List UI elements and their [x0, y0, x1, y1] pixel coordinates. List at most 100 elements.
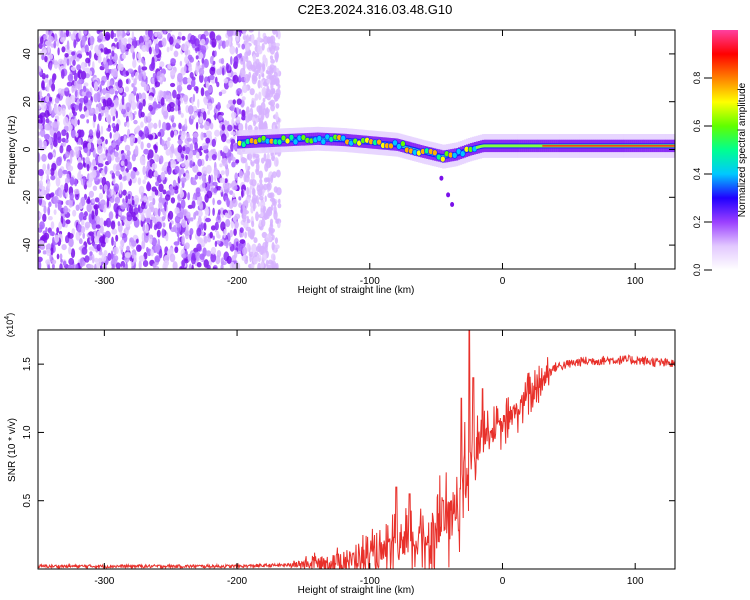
noise-point — [131, 153, 136, 162]
noise-point — [206, 95, 212, 100]
noise-point — [88, 50, 92, 60]
ridge-blob — [288, 134, 295, 141]
noise-point — [238, 53, 243, 58]
noise-point — [56, 253, 60, 260]
noise-point — [262, 183, 268, 191]
noise-point — [269, 45, 276, 55]
noise-point — [230, 131, 236, 136]
noise-point — [196, 243, 202, 252]
noise-point — [97, 163, 104, 168]
noise-point — [244, 174, 250, 183]
noise-point — [147, 195, 153, 201]
noise-point — [213, 187, 217, 194]
noise-point — [261, 157, 265, 164]
noise-point — [228, 241, 232, 247]
noise-point — [176, 93, 181, 100]
noise-point — [73, 118, 78, 127]
noise-point — [225, 40, 230, 47]
noise-point — [167, 137, 171, 142]
noise-point — [214, 240, 218, 247]
noise-point — [276, 169, 281, 178]
noise-point — [47, 163, 50, 171]
noise-point — [255, 211, 259, 222]
noise-point — [257, 39, 261, 49]
noise-point — [172, 179, 177, 187]
noise-point — [123, 135, 127, 143]
noise-point — [77, 162, 84, 170]
noise-point — [89, 251, 93, 256]
noise-point — [178, 122, 182, 130]
noise-point — [141, 202, 146, 210]
ridge-blob — [284, 137, 291, 145]
ridge-blob — [316, 135, 323, 142]
noise-point — [225, 219, 231, 228]
noise-point — [121, 95, 125, 106]
noise-point — [69, 192, 74, 201]
noise-point — [215, 255, 221, 265]
noise-point — [232, 99, 236, 105]
noise-point — [247, 152, 253, 161]
noise-point — [199, 73, 204, 83]
snr-series-line — [38, 330, 675, 569]
noise-point — [185, 146, 191, 155]
noise-point — [51, 259, 57, 265]
noise-point — [130, 113, 134, 121]
noise-point — [78, 238, 83, 245]
noise-point — [203, 58, 209, 68]
noise-point — [136, 244, 142, 252]
noise-point — [214, 129, 220, 137]
noise-point — [93, 113, 97, 123]
noise-point — [154, 255, 161, 263]
noise-point — [70, 66, 76, 71]
noise-point — [169, 185, 174, 192]
noise-point — [254, 93, 259, 101]
noise-point — [274, 52, 279, 60]
noise-point — [160, 192, 163, 202]
noise-point — [210, 225, 216, 231]
noise-point — [78, 30, 82, 39]
noise-point — [166, 46, 170, 53]
noise-point — [111, 263, 115, 269]
noise-point — [237, 31, 240, 37]
noise-point — [166, 140, 171, 148]
noise-point — [205, 250, 212, 257]
noise-point — [181, 219, 187, 228]
noise-point — [115, 110, 119, 119]
noise-point — [131, 199, 135, 206]
noise-point — [241, 43, 245, 50]
noise-point — [261, 218, 266, 227]
ridge-blob — [280, 134, 287, 142]
noise-point — [195, 151, 200, 159]
noise-point — [220, 221, 226, 232]
noise-point — [128, 93, 132, 104]
noise-point — [236, 88, 242, 95]
noise-point — [106, 73, 109, 81]
noise-point — [46, 248, 51, 256]
noise-point — [75, 132, 79, 138]
noise-point — [98, 251, 103, 256]
noise-point — [241, 116, 246, 121]
noise-point — [249, 186, 252, 197]
noise-point — [41, 80, 45, 89]
noise-point — [124, 86, 130, 93]
noise-point — [209, 56, 214, 65]
noise-point — [266, 181, 272, 191]
noise-point — [43, 140, 47, 150]
noise-point — [140, 141, 144, 150]
noise-point — [243, 210, 249, 215]
noise-point — [132, 216, 138, 222]
noise-point — [180, 112, 184, 118]
noise-point — [195, 65, 199, 76]
noise-point — [136, 52, 141, 60]
noise-point — [227, 124, 233, 132]
noise-point — [65, 30, 69, 37]
noise-point — [80, 70, 87, 80]
noise-point — [96, 49, 102, 57]
noise-point — [85, 57, 91, 64]
noise-point — [69, 154, 73, 164]
noise-point — [45, 193, 51, 201]
noise-point — [184, 55, 189, 64]
noise-point — [135, 238, 139, 244]
noise-point — [188, 263, 192, 269]
noise-point — [90, 233, 94, 242]
